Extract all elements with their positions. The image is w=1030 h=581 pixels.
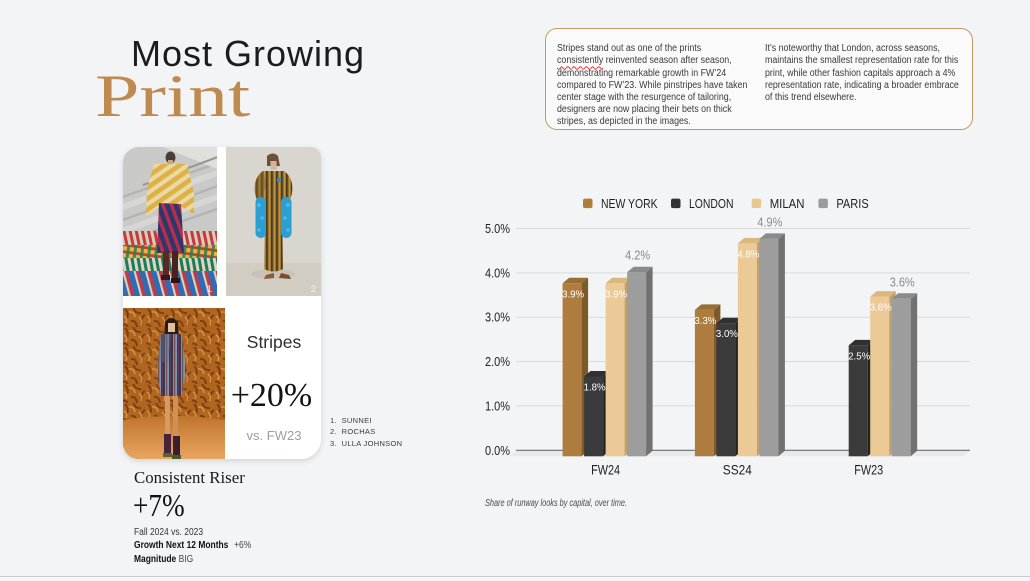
svg-text:4.9%: 4.9%	[757, 215, 782, 229]
svg-text:4.2%: 4.2%	[625, 249, 650, 263]
svg-text:MILAN: MILAN	[770, 196, 805, 211]
svg-text:LONDON: LONDON	[689, 196, 734, 211]
svg-text:5.0%: 5.0%	[485, 221, 510, 236]
svg-text:NEW YORK: NEW YORK	[601, 196, 658, 211]
svg-text:2: 2	[311, 284, 316, 295]
svg-text:3.6%: 3.6%	[890, 275, 915, 289]
svg-text:3.0%: 3.0%	[716, 328, 738, 340]
svg-text:3.0%: 3.0%	[485, 310, 510, 325]
svg-text:4.8%: 4.8%	[737, 248, 759, 260]
svg-text:3.3%: 3.3%	[694, 315, 716, 327]
svg-text:1: 1	[207, 284, 212, 295]
svg-text:SS24: SS24	[723, 463, 752, 478]
svg-text:FW24: FW24	[591, 463, 620, 478]
svg-text:Share of runway looks by capit: Share of runway looks by capital, over t…	[485, 498, 627, 509]
svg-text:3.9%: 3.9%	[605, 288, 627, 300]
svg-text:1.8%: 1.8%	[584, 382, 606, 394]
svg-text:3.6%: 3.6%	[870, 302, 892, 314]
svg-text:3.9%: 3.9%	[562, 288, 584, 300]
svg-text:2.5%: 2.5%	[848, 350, 870, 362]
svg-text:0.0%: 0.0%	[485, 443, 510, 458]
svg-text:1.0%: 1.0%	[485, 398, 510, 413]
svg-text:PARIS: PARIS	[836, 196, 869, 211]
svg-text:2.0%: 2.0%	[485, 354, 510, 369]
svg-text:4.0%: 4.0%	[485, 265, 510, 280]
svg-text:FW23: FW23	[854, 463, 883, 478]
